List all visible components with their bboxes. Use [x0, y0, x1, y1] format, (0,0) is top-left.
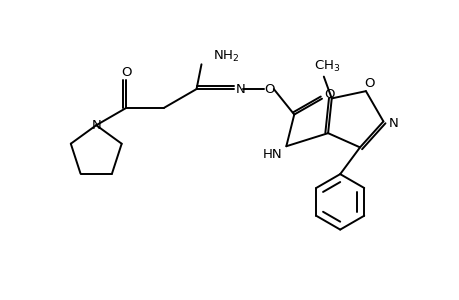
Text: HN: HN — [262, 148, 282, 161]
Text: O: O — [364, 77, 375, 90]
Text: N: N — [387, 117, 397, 130]
Text: N: N — [235, 82, 245, 96]
Text: CH$_3$: CH$_3$ — [313, 59, 339, 74]
Text: NH$_2$: NH$_2$ — [213, 49, 239, 64]
Text: O: O — [264, 82, 274, 96]
Text: N: N — [91, 119, 101, 132]
Text: O: O — [121, 66, 131, 79]
Text: O: O — [324, 88, 335, 101]
